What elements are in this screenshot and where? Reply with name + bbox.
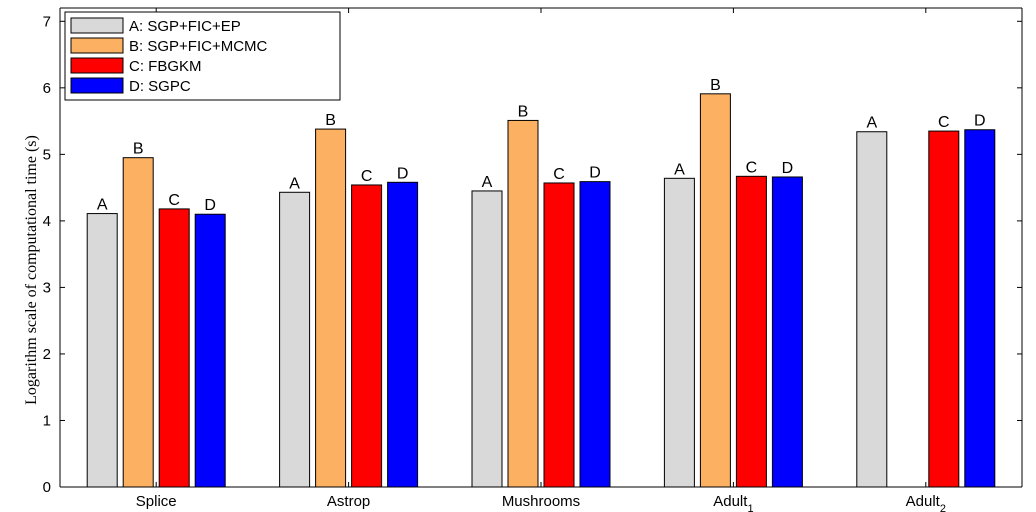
y-tick-label: 0	[43, 479, 51, 496]
bar-b-1	[315, 128, 347, 488]
bar-b-0	[122, 157, 154, 488]
bar-label-a-3: A	[674, 161, 685, 178]
y-axis-label: Logarithm scale of computational time (s…	[23, 135, 40, 405]
y-tick-label: 2	[43, 346, 51, 363]
x-tick-label-1: Astrop	[327, 493, 370, 510]
bar-label-a-0: A	[97, 197, 108, 214]
bars: A A A A A B B B B C C C C C D D D D D	[86, 77, 996, 488]
bar-a-3	[663, 177, 695, 488]
legend: A: SGP+FIC+EP B: SGP+FIC+MCMC C: FBGKM D: S…	[64, 11, 341, 101]
bar-label-d-2: D	[589, 165, 601, 182]
legend-label-c: C: FBGKM	[129, 58, 202, 75]
axes: 0 1 2 3 4 5 6 7 Splice Astrop Mushrooms Adult1 Adult…	[43, 7, 1023, 512]
bar-d-2	[579, 181, 611, 488]
bar-c-3	[735, 175, 767, 488]
bar-a-4	[856, 131, 888, 488]
bar-label-d-0: D	[204, 197, 216, 214]
bar-label-a-1: A	[289, 175, 300, 192]
x-tick-label-3: Adult1	[713, 493, 753, 512]
bar-label-a-2: A	[482, 174, 493, 191]
y-tick-label: 7	[43, 13, 51, 30]
x-tick-label-0: Splice	[136, 493, 177, 510]
bar-label-a-4: A	[866, 115, 877, 132]
bar-a-0	[86, 213, 118, 488]
legend-label-b: B: SGP+FIC+MCMC	[129, 38, 268, 55]
bar-label-c-2: C	[553, 166, 565, 183]
legend-label-a: A: SGP+FIC+EP	[129, 18, 241, 35]
bar-c-1	[351, 184, 383, 488]
bar-a-1	[279, 191, 311, 488]
bar-c-0	[158, 208, 190, 488]
y-tick-label: 3	[43, 279, 51, 296]
legend-swatch-d	[70, 77, 124, 94]
bar-d-4	[964, 129, 996, 488]
bar-d-3	[771, 176, 803, 488]
bar-d-1	[387, 181, 419, 488]
y-tick-label: 5	[43, 146, 51, 163]
bar-label-c-0: C	[168, 192, 180, 209]
bar-label-c-1: C	[361, 168, 373, 185]
bar-c-4	[928, 130, 960, 488]
bar-c-2	[543, 182, 575, 488]
bar-label-b-3: B	[710, 77, 721, 94]
legend-swatch-a	[70, 17, 124, 34]
bar-label-b-1: B	[325, 112, 336, 129]
y-tick-label: 4	[43, 213, 51, 230]
legend-swatch-b	[70, 37, 124, 54]
legend-label-d: D: SGPC	[129, 78, 191, 95]
bar-label-d-4: D	[974, 113, 986, 130]
y-tick-label: 6	[43, 80, 51, 97]
bar-b-2	[507, 119, 539, 488]
x-tick-label-2: Mushrooms	[502, 493, 580, 510]
bar-label-d-1: D	[397, 165, 409, 182]
x-tick-label-4: Adult2	[906, 493, 946, 512]
bar-label-d-3: D	[782, 160, 794, 177]
y-tick-label: 1	[43, 412, 51, 429]
legend-swatch-c	[70, 57, 124, 74]
bar-label-c-4: C	[938, 114, 950, 131]
bar-label-c-3: C	[746, 159, 758, 176]
bar-b-3	[699, 93, 731, 488]
bar-label-b-2: B	[518, 103, 529, 120]
bar-label-b-0: B	[133, 141, 144, 158]
bar-a-2	[471, 190, 503, 488]
bar-d-0	[194, 213, 226, 488]
